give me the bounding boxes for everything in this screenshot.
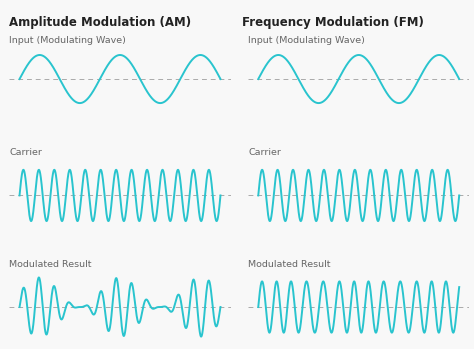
Text: Carrier: Carrier [248,148,281,157]
Text: Input (Modulating Wave): Input (Modulating Wave) [248,36,365,45]
Text: Amplitude Modulation (AM): Amplitude Modulation (AM) [9,16,191,29]
Text: Input (Modulating Wave): Input (Modulating Wave) [9,36,127,45]
Text: Modulated Result: Modulated Result [9,260,92,268]
Text: Modulated Result: Modulated Result [248,260,331,268]
Text: Frequency Modulation (FM): Frequency Modulation (FM) [242,16,424,29]
Text: Carrier: Carrier [9,148,42,157]
